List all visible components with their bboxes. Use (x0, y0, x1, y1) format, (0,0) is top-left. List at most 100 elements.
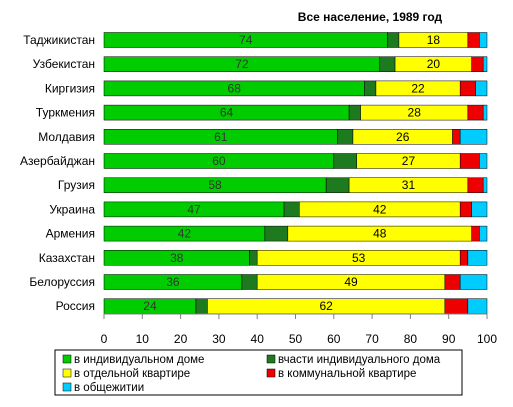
bar-segment (479, 32, 488, 48)
data-label: 26 (396, 130, 410, 144)
data-label: 42 (178, 227, 192, 241)
bar-segment (249, 250, 258, 266)
bar-segment (479, 153, 488, 169)
bar-segment (459, 250, 469, 266)
category-label: Узбекистан (33, 57, 95, 71)
legend-label: в общежитии (74, 382, 144, 394)
data-label: 64 (220, 106, 234, 120)
category-label: Казахстан (39, 251, 95, 265)
bar-segment (348, 104, 361, 121)
x-tick-label: 70 (365, 332, 379, 346)
bar-segment (364, 80, 377, 97)
bar-segment (482, 56, 488, 72)
data-label: 38 (170, 251, 184, 265)
category-label: Грузия (58, 178, 95, 192)
bar-segment (333, 153, 358, 169)
data-label: 42 (373, 202, 387, 216)
data-label: 53 (352, 251, 366, 265)
x-tick-label: 30 (212, 332, 226, 346)
x-tick-label: 0 (101, 332, 108, 346)
category-label: Киргизия (45, 81, 95, 95)
data-label: 27 (402, 154, 416, 168)
data-label: 62 (319, 299, 333, 313)
legend-label: в отдельной квартире (74, 368, 190, 380)
category-label: Россия (56, 299, 95, 313)
category-label: Туркмения (36, 106, 95, 120)
data-label: 49 (344, 275, 358, 289)
category-label: Белоруссия (29, 275, 95, 289)
bar-segment (459, 274, 488, 290)
category-label: Украина (49, 202, 95, 216)
x-tick-label: 60 (327, 332, 341, 346)
legend-swatch (62, 368, 72, 378)
chart-title: Все население, 1989 год (298, 10, 443, 24)
data-label: 24 (143, 299, 157, 313)
bar-segment (471, 201, 488, 218)
x-tick-label: 10 (136, 332, 150, 346)
x-tick-label: 20 (174, 332, 188, 346)
bar-segment (459, 201, 472, 218)
category-labels: Таджикистан Узбекистан Киргизия Туркмения Мо… (20, 33, 95, 313)
bar-segment (467, 177, 484, 193)
category-label: Азербайджан (20, 154, 95, 168)
bar-segment (467, 250, 488, 266)
x-tick-label: 100 (477, 332, 497, 346)
x-tick-label: 40 (251, 332, 265, 346)
legend-label: вчасти индивидуального дома (278, 354, 441, 366)
bar-segment (241, 274, 258, 290)
bar-segment (482, 177, 488, 193)
category-label: Армения (46, 227, 95, 241)
bar-segment (387, 32, 400, 48)
legend-label: в индивидуальном доме (74, 354, 204, 366)
x-tick-label: 50 (289, 332, 303, 346)
data-label: 72 (235, 57, 249, 71)
legend-swatch (266, 368, 276, 378)
legend-swatch (62, 382, 72, 392)
data-label: 20 (427, 57, 441, 71)
data-label: 22 (411, 81, 425, 95)
bars-layer: 74 18 72 20 68 22 64 28 61 26 60 27 58 31 47 42 42 48 38 53… (103, 32, 488, 314)
x-axis: 0 10 20 30 40 50 60 70 80 90 100 (101, 314, 497, 346)
bar-segment (283, 201, 300, 218)
bar-segment (459, 153, 480, 169)
data-label: 68 (228, 81, 242, 95)
legend-swatch (266, 354, 276, 364)
bar-segment (452, 129, 461, 145)
data-label: 36 (166, 275, 180, 289)
category-label: Молдавия (38, 130, 95, 144)
bar-segment (195, 298, 208, 314)
legend-box (54, 349, 463, 396)
data-label: 31 (402, 178, 416, 192)
bar-segment (459, 80, 476, 97)
data-label: 47 (187, 202, 201, 216)
bar-segment (471, 225, 480, 242)
bar-segment (467, 298, 488, 314)
bar-segment (337, 129, 354, 145)
legend-label: в коммунальной квартире (278, 368, 416, 380)
data-label: 18 (427, 33, 441, 47)
bar-segment (444, 298, 469, 314)
legend: в индивидуальном доме вчасти индивидуальн… (62, 354, 441, 394)
bar-segment (467, 104, 484, 121)
data-label: 74 (239, 33, 253, 47)
bar-segment (325, 177, 350, 193)
bar-segment (475, 80, 488, 97)
data-label: 58 (208, 178, 222, 192)
legend-swatch (62, 354, 72, 364)
bar-segment (444, 274, 461, 290)
bar-segment (482, 104, 488, 121)
bar-segment (459, 129, 488, 145)
bar-segment (479, 225, 488, 242)
data-label: 60 (212, 154, 226, 168)
bar-segment (467, 32, 480, 48)
category-label: Таджикистан (23, 33, 95, 47)
data-label: 28 (408, 106, 422, 120)
data-label: 48 (373, 227, 387, 241)
bar-segment (264, 225, 289, 242)
data-label: 61 (214, 130, 228, 144)
x-tick-label: 90 (442, 332, 456, 346)
bar-segment (471, 56, 484, 72)
x-tick-label: 80 (404, 332, 418, 346)
bar-segment (379, 56, 396, 72)
